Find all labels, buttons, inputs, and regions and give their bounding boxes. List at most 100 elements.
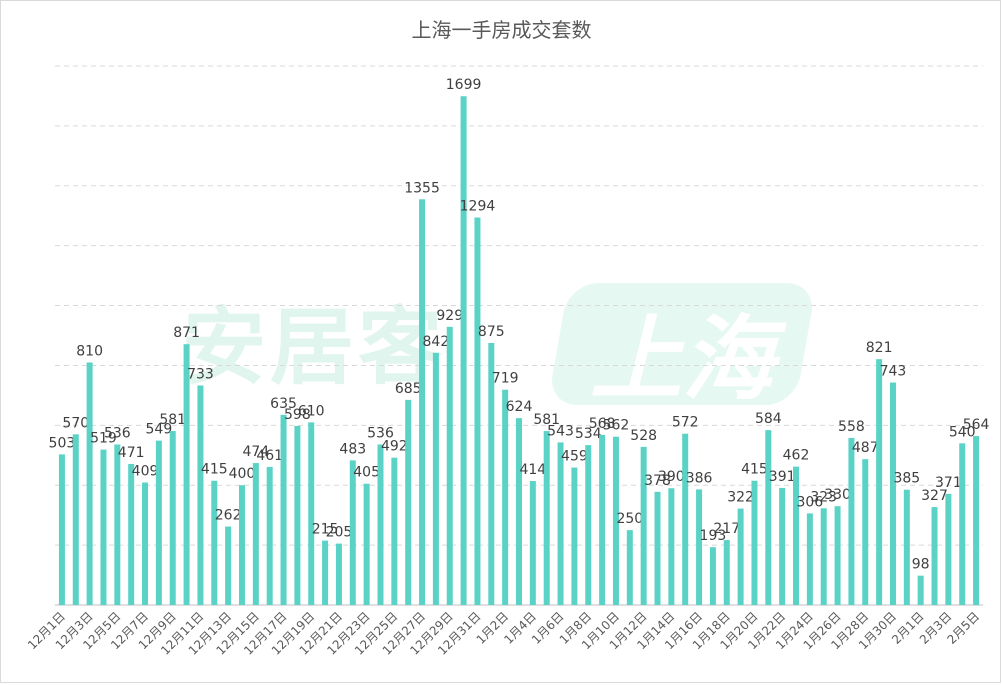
bar [266, 466, 273, 605]
bar [543, 431, 550, 605]
data-label: 528 [630, 428, 657, 444]
data-label: 415 [201, 462, 228, 478]
bar [225, 526, 232, 605]
data-label: 474 [242, 444, 269, 460]
data-label: 598 [284, 407, 311, 423]
bar [363, 483, 370, 605]
data-label: 98 [912, 557, 930, 573]
data-label: 1699 [446, 77, 482, 93]
data-label: 371 [935, 475, 962, 491]
bar [197, 385, 204, 605]
data-label: 536 [367, 425, 394, 441]
bar [654, 491, 661, 605]
bar [432, 352, 439, 605]
bar [280, 414, 287, 605]
bar [155, 440, 162, 605]
data-label: 323 [810, 489, 837, 505]
data-label: 385 [893, 471, 920, 487]
bar [751, 480, 758, 605]
data-label: 1355 [404, 180, 440, 196]
data-label: 205 [326, 525, 353, 541]
bar [723, 540, 730, 605]
bar [765, 430, 772, 605]
bar [183, 344, 190, 605]
data-label: 719 [492, 371, 519, 387]
bar [446, 326, 453, 605]
bar [252, 463, 259, 605]
data-label: 306 [796, 494, 823, 510]
data-label: 487 [852, 440, 879, 456]
bar [696, 489, 703, 605]
bar [488, 342, 495, 605]
data-label: 405 [353, 465, 380, 481]
bar [377, 444, 384, 605]
bar [294, 425, 301, 605]
data-label: 390 [658, 469, 685, 485]
data-label: 330 [824, 487, 851, 503]
bar [405, 399, 412, 605]
bar [529, 481, 536, 605]
data-label: 217 [713, 521, 740, 537]
data-label: 568 [589, 416, 616, 432]
data-label: 572 [672, 415, 699, 431]
bar [848, 437, 855, 605]
data-label: 378 [644, 473, 671, 489]
bar [931, 507, 938, 605]
bar [903, 489, 910, 605]
bar [779, 487, 786, 605]
data-label: 519 [90, 431, 117, 447]
bar [114, 444, 121, 605]
data-label: 540 [949, 424, 976, 440]
bar [58, 454, 65, 605]
data-label: 459 [561, 449, 588, 465]
bar [834, 506, 841, 605]
bar [917, 575, 924, 605]
bar [238, 485, 245, 605]
data-label: 471 [118, 445, 145, 461]
bar [72, 434, 79, 605]
bar [502, 389, 509, 605]
bar [211, 480, 218, 605]
data-label: 414 [519, 462, 546, 478]
bar [682, 433, 689, 605]
data-label: 386 [686, 470, 713, 486]
watermark-logo-text: 安居客 [182, 298, 447, 396]
chart-title: 上海一手房成交套数 [411, 18, 592, 42]
bar [100, 449, 107, 605]
bar [169, 431, 176, 605]
data-label: 322 [727, 490, 754, 506]
data-label: 1294 [460, 199, 496, 215]
data-label: 570 [62, 415, 89, 431]
bar [128, 463, 135, 605]
bar [419, 199, 426, 605]
bar [391, 457, 398, 605]
data-label: 871 [173, 325, 200, 341]
data-label: 250 [616, 511, 643, 527]
data-label: 461 [256, 448, 283, 464]
data-label: 635 [270, 396, 297, 412]
data-label: 483 [339, 441, 366, 457]
bar [460, 96, 467, 605]
data-label: 503 [49, 435, 76, 451]
bar [86, 362, 93, 605]
bar [474, 217, 481, 605]
data-label: 462 [783, 448, 810, 464]
bar [959, 443, 966, 605]
data-label: 929 [436, 308, 463, 324]
bar [973, 436, 980, 605]
data-label: 558 [838, 419, 865, 435]
bar [945, 493, 952, 605]
data-label: 564 [963, 417, 990, 433]
data-label: 262 [215, 508, 242, 524]
bar [793, 466, 800, 605]
bar [862, 459, 869, 605]
data-label: 875 [478, 324, 505, 340]
bar [322, 540, 329, 605]
bar [557, 442, 564, 605]
bar [737, 508, 744, 605]
data-label: 536 [104, 425, 131, 441]
data-label: 391 [769, 469, 796, 485]
bar [876, 359, 883, 605]
